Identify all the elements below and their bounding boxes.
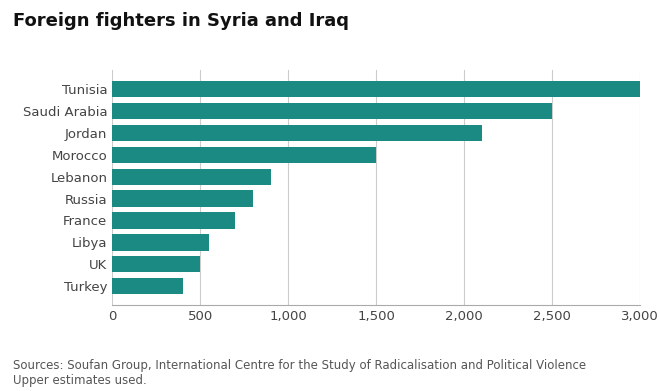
Bar: [112, 234, 209, 251]
Bar: [112, 169, 271, 185]
Text: Foreign fighters in Syria and Iraq: Foreign fighters in Syria and Iraq: [13, 12, 349, 30]
Bar: [112, 81, 640, 97]
Bar: [112, 190, 253, 207]
Bar: [112, 256, 200, 273]
Bar: [112, 212, 236, 229]
Bar: [112, 147, 376, 163]
Bar: [112, 278, 183, 294]
Text: Sources: Soufan Group, International Centre for the Study of Radicalisation and : Sources: Soufan Group, International Cen…: [13, 359, 586, 387]
Bar: [112, 103, 552, 119]
Bar: [112, 125, 482, 141]
